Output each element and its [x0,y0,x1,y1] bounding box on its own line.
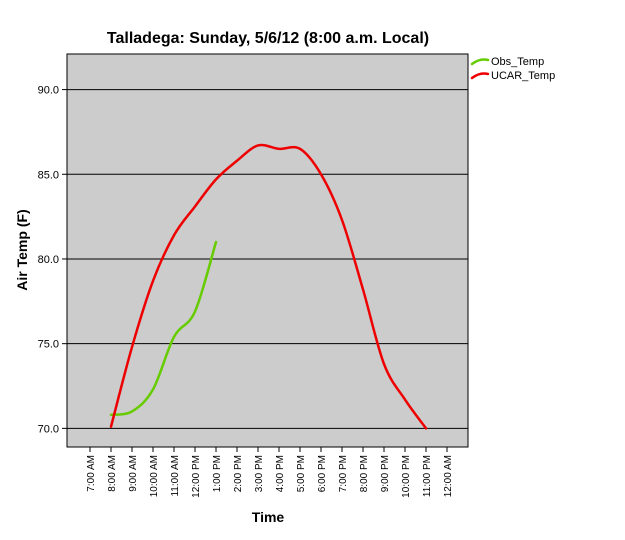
series-lines [109,143,428,430]
y-tick-label: 70.0 [38,423,59,435]
legend: Obs_Temp UCAR_Temp [470,56,555,82]
y-axis-label: Air Temp (F) [14,209,30,290]
x-tick-label: 12:00 AM [443,455,454,497]
y-tick-label: 90.0 [38,85,59,97]
x-tick-label: 7:00 PM [338,455,349,492]
x-tick-label: 6:00 PM [317,455,328,492]
legend-label: UCAR_Temp [491,70,555,82]
x-tick-label: 7:00 AM [86,455,97,492]
x-tick-label: 9:00 AM [128,455,139,492]
x-tick-label: 5:00 PM [296,455,307,492]
legend-label: Obs_Temp [491,56,544,68]
x-tick-label: 9:00 PM [380,455,391,492]
series-line-ucar-temp [109,143,428,430]
series-line-obs-temp [109,240,218,417]
y-tick-label: 75.0 [38,339,59,351]
x-tick-label: 3:00 PM [254,455,265,492]
x-tick-label: 10:00 AM [149,455,160,497]
x-tick-label: 1:00 PM [212,455,223,492]
x-tick-label: 2:00 PM [233,455,244,492]
x-tick-label: 12:00 PM [191,455,202,498]
legend-swatch [470,72,490,80]
x-axis-label: Time [252,509,285,525]
y-axis-ticks: 70.0 75.0 80.0 85.0 90.0 [38,85,67,435]
x-tick-label: 11:00 AM [170,455,181,497]
chart-title: Talladega: Sunday, 5/6/12 (8:00 a.m. Loc… [107,30,429,47]
x-tick-label: 4:00 PM [275,455,286,492]
plot-area [66,53,469,448]
legend-swatch [470,58,490,66]
x-tick-label: 11:00 PM [422,455,433,497]
y-tick-label: 85.0 [38,169,59,181]
x-tick-label: 10:00 PM [401,455,412,498]
y-tick-label: 80.0 [38,254,59,266]
x-tick-label: 8:00 AM [107,455,118,492]
x-axis-ticks: 7:00 AM 8:00 AM 9:00 AM 10:00 AM 11:00 AM 12:… [86,447,454,498]
x-tick-label: 8:00 PM [359,455,370,492]
